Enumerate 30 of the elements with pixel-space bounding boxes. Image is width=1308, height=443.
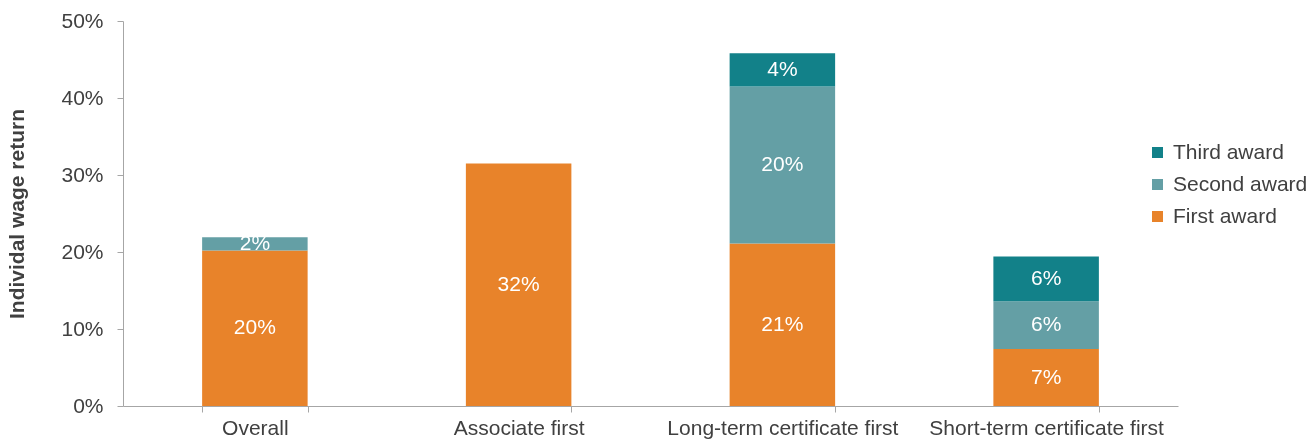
bar [993,349,1099,406]
x-tick-label: Short-term certificate first [929,415,1165,439]
data-label: 6% [1030,265,1062,289]
data-label: 20% [761,151,804,175]
data-label: 20% [233,315,276,339]
bar [729,53,836,87]
bar [993,301,1099,350]
bar [202,250,308,406]
data-label: 6% [1030,312,1062,336]
legend-label: First award [1173,203,1277,227]
y-tick-label: 30% [61,162,104,186]
legend-label: Third award [1173,139,1284,163]
bar [729,86,836,244]
data-label: 32% [497,271,540,295]
y-tick-label: 0% [73,393,104,417]
y-tick-label: 10% [61,316,104,340]
bar [993,256,1099,302]
data-label: 7% [1030,364,1062,388]
x-tick-label: Overall [222,415,289,439]
data-label: 4% [767,56,798,80]
bar [729,243,836,406]
x-tick-label: Associate first [453,415,585,439]
y-tick-label: 40% [61,85,104,109]
y-axis-title: Individal wage return [5,108,29,320]
x-tick-label: Long-term certificate first [667,415,899,439]
y-tick-label: 20% [61,239,104,263]
y-tick-label: 50% [61,8,104,32]
legend-label: Second award [1173,171,1308,195]
bar [465,163,572,406]
data-label: 21% [761,311,804,335]
